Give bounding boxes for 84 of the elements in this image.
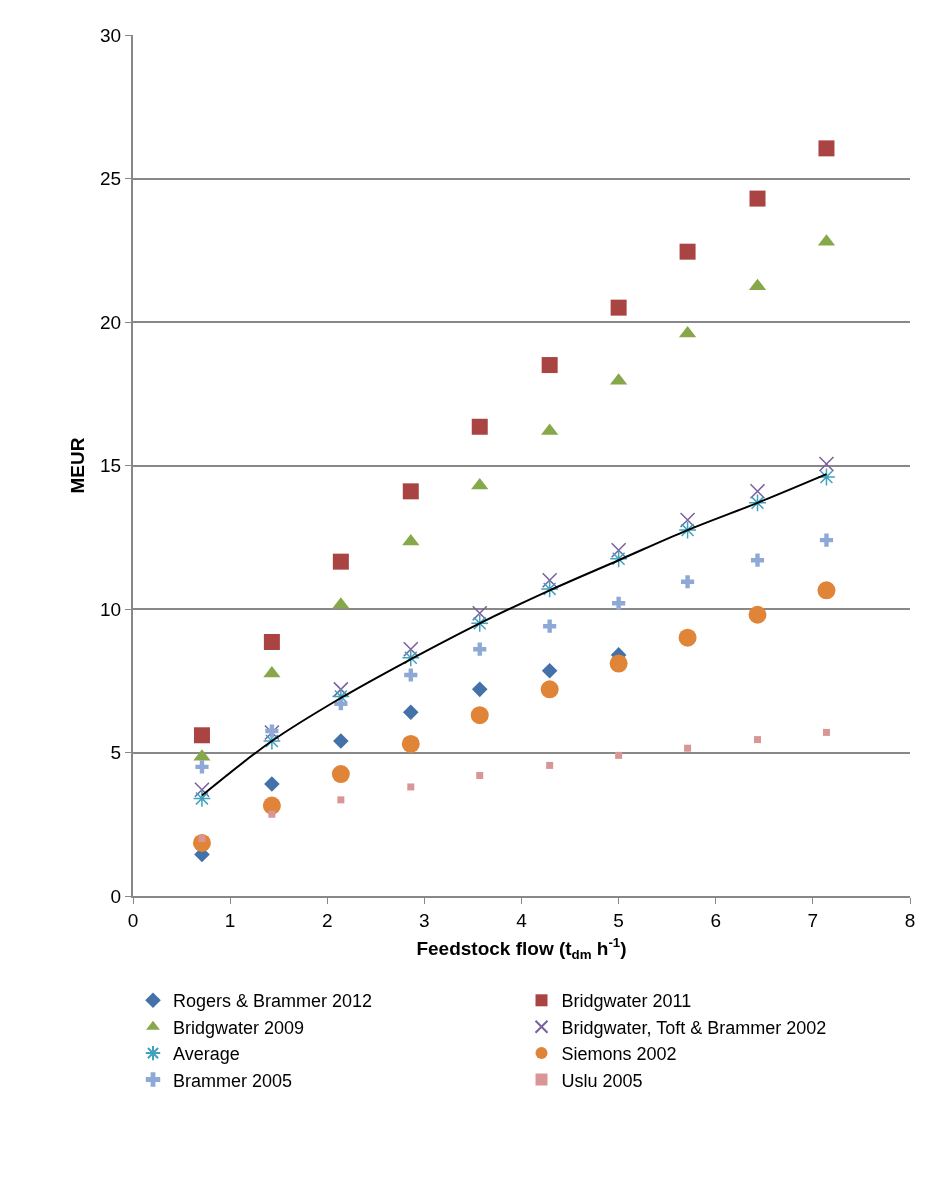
point [476,771,484,779]
y-tick-label: 30 [100,24,122,46]
point [473,642,487,656]
point [541,662,558,679]
y-tick-label: 15 [100,455,122,477]
point [678,628,697,647]
point [540,680,559,699]
legend-label: Bridgwater 2011 [561,991,692,1012]
point [471,605,488,622]
x-tick-label: 3 [419,909,430,931]
legend-label: Rogers & Brammer 2012 [173,991,373,1012]
point [610,542,627,558]
x-tick-label: 6 [710,909,722,931]
point [750,553,765,567]
point [470,614,489,633]
y-tick-label: 20 [100,311,122,333]
x-tick-label: 8 [904,909,916,931]
legend-label: Bridgwater 2009 [173,1017,305,1038]
point [402,704,419,721]
point [403,641,419,657]
legend-label: Uslu 2005 [561,1070,643,1091]
legend-label: Siemons 2002 [561,1044,677,1065]
x-tick-label: 5 [613,909,624,931]
point [471,418,488,435]
point [748,493,767,512]
point [543,619,557,633]
point [679,243,696,260]
x-tick-label: 4 [516,909,528,931]
point [195,760,209,774]
point [754,736,762,744]
y-tick-label: 0 [110,885,122,907]
point [194,782,210,798]
y-axis-title: MEUR [67,437,89,494]
point [679,512,696,528]
y-tick-label: 25 [100,168,122,190]
x-tick-label: 0 [127,909,139,931]
point [268,810,276,818]
point [540,579,559,599]
point [333,733,349,749]
legend-label: Brammer 2005 [173,1070,293,1091]
point [337,796,345,804]
point [541,357,558,374]
legend-label: Average [173,1044,240,1065]
point [263,634,280,651]
point [680,575,695,589]
y-tick-label: 10 [100,598,122,620]
point [264,776,280,792]
legend-label: Bridgwater, Toft & Brammer 2002 [561,1017,827,1038]
point [817,467,836,487]
x-tick-label: 1 [224,909,236,931]
point [402,483,419,500]
point [404,668,418,682]
point [333,681,349,698]
point [612,596,626,610]
point [678,520,697,540]
point [471,681,488,698]
point [332,553,349,570]
point [546,761,554,769]
point [541,572,558,589]
point [749,483,766,500]
line-series [200,473,828,797]
point [401,734,420,753]
point [331,765,350,784]
point [610,299,627,316]
point [192,789,212,808]
point [470,706,489,725]
point [615,751,623,759]
point [817,581,836,600]
point [193,727,210,744]
point [401,648,420,667]
point [684,744,692,752]
point [609,654,628,673]
point [818,140,835,157]
point [818,456,835,472]
point [609,549,628,568]
y-tick-label: 5 [110,742,122,764]
point [819,533,834,547]
point [749,190,766,207]
point [748,605,767,624]
point [822,728,830,736]
x-axis-title: Feedstock flow (t$_{dm}$ h$^{-1}$) [416,935,627,963]
x-tick-label: 2 [321,909,333,931]
x-tick-label: 7 [807,909,819,931]
point [407,783,415,791]
